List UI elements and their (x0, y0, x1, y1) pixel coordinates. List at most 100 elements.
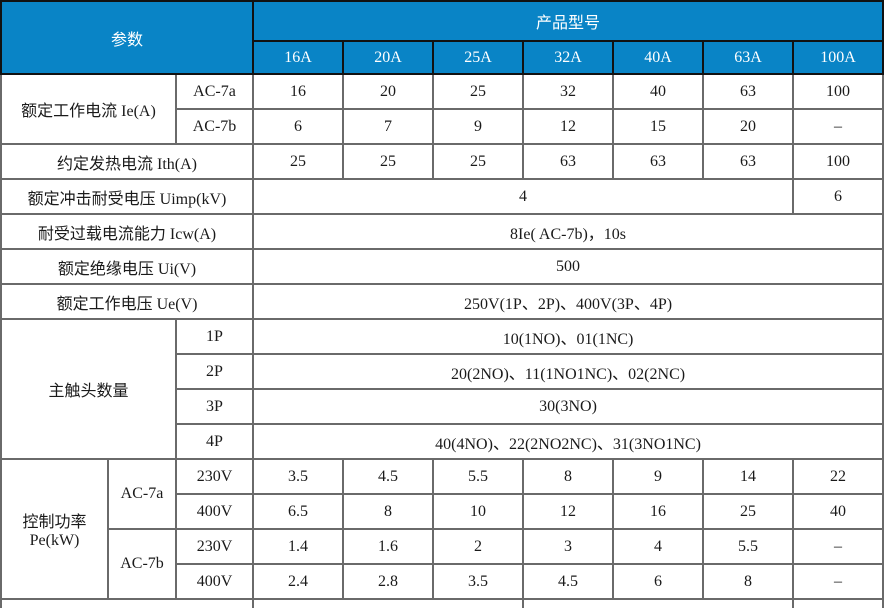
value-cell: 25 (702, 493, 795, 530)
value-cell: 500 (252, 248, 884, 285)
value-cell: 30(3NO) (252, 388, 884, 425)
value-cell: 22 (792, 458, 884, 495)
value-cell: 32 (522, 73, 615, 110)
sub-label-1p: 1P (174, 318, 255, 355)
sub-label-400v: 400V (174, 563, 255, 600)
value-cell: 40 (612, 73, 705, 110)
table-row: 额定绝缘电压 Ui(V) 500 (0, 248, 884, 285)
value-cell: 2.8 (342, 563, 435, 600)
value-cell: 20 (342, 73, 435, 110)
value-cell: 63 (702, 143, 795, 180)
row-label-insulation-voltage: 额定绝缘电压 Ui(V) (0, 248, 255, 285)
header-cell-model-25a: 25A (432, 40, 525, 75)
sub-label-4p: 4P (174, 423, 255, 460)
sub-label-400v: 400V (174, 493, 255, 530)
value-cell: 6 (792, 178, 884, 215)
table-row: 400V 6.5 8 10 12 16 25 40 (1, 493, 884, 530)
value-cell: 4 (252, 178, 795, 215)
sub-label-2p: 2P (174, 353, 255, 390)
value-cell (252, 598, 525, 608)
header-cell-model-40a: 40A (612, 40, 705, 75)
value-cell: 6.5 (252, 493, 345, 530)
value-cell: 25 (432, 143, 525, 180)
header-cell-model-16a: 16A (252, 40, 345, 75)
header-cell-model-63a: 63A (702, 40, 795, 75)
header-cell-model-32a: 32A (522, 40, 615, 75)
value-cell: 25 (432, 73, 525, 110)
value-cell: 3.5 (252, 458, 345, 495)
table-row-partial (0, 598, 884, 608)
value-cell: 20 (702, 108, 795, 145)
sub-label-230v: 230V (174, 458, 255, 495)
table-row: 3P 30(3NO) (1, 388, 884, 425)
value-cell: – (792, 563, 884, 600)
table-row: AC-7b 230V 1.4 1.6 2 3 4 5.5 – (1, 528, 884, 600)
value-cell: 4.5 (522, 563, 615, 600)
value-cell: 25 (342, 143, 435, 180)
table-row: 控制功率 Pe(kW) AC-7a 230V 3.5 4.5 5.5 8 9 1… (0, 458, 884, 600)
table-row: 参数 产品型号 (0, 0, 884, 75)
header-cell-model-100a: 100A (792, 40, 884, 75)
sub-label-ac7a: AC-7a (107, 458, 177, 530)
value-cell: – (792, 528, 884, 565)
header-cell-param: 参数 (0, 0, 255, 75)
table-row: 耐受过载电流能力 Icw(A) 8Ie( AC-7b)，10s (0, 213, 884, 250)
value-cell: 250V(1P、2P)、400V(3P、4P) (252, 283, 884, 320)
value-cell: 3.5 (432, 563, 525, 600)
value-cell: 100 (792, 73, 884, 110)
table-row: 主触头数量 1P 10(1NO)、01(1NC) (0, 318, 884, 460)
value-cell: 8 (342, 493, 435, 530)
value-cell: 63 (702, 73, 795, 110)
table-row: 额定工作电压 Ue(V) 250V(1P、2P)、400V(3P、4P) (0, 283, 884, 320)
value-cell: 9 (432, 108, 525, 145)
value-cell: 4 (612, 528, 705, 565)
value-cell: 9 (612, 458, 705, 495)
sub-label-ac7a: AC-7a (174, 73, 255, 110)
value-cell: 1.6 (342, 528, 435, 565)
row-label-impulse-voltage: 额定冲击耐受电压 Uimp(kV) (0, 178, 255, 215)
value-cell: 2 (432, 528, 525, 565)
value-cell: 40 (792, 493, 884, 530)
table-row: 2P 20(2NO)、11(1NO1NC)、02(2NC) (1, 353, 884, 390)
value-cell (522, 598, 795, 608)
sub-label-ac7b: AC-7b (107, 528, 177, 600)
value-cell: 7 (342, 108, 435, 145)
value-cell: 10 (432, 493, 525, 530)
table-row: 额定工作电流 Ie(A) AC-7a 16 20 25 32 40 63 100 (0, 73, 884, 145)
value-cell: 16 (252, 73, 345, 110)
sub-label-230v: 230V (174, 528, 255, 565)
row-label-control-power: 控制功率 Pe(kW) (0, 458, 109, 600)
value-cell (0, 598, 255, 608)
value-cell: 25 (252, 143, 345, 180)
table-row: 4P 40(4NO)、22(2NO2NC)、31(3NO1NC) (1, 423, 884, 460)
value-cell: 8Ie( AC-7b)，10s (252, 213, 884, 250)
value-cell: 12 (522, 108, 615, 145)
value-cell: 2.4 (252, 563, 345, 600)
value-cell: – (792, 108, 884, 145)
value-cell: 40(4NO)、22(2NO2NC)、31(3NO1NC) (252, 423, 884, 460)
row-label-rated-current: 额定工作电流 Ie(A) (0, 73, 177, 145)
value-cell: 5.5 (432, 458, 525, 495)
value-cell: 8 (522, 458, 615, 495)
value-cell: 10(1NO)、01(1NC) (252, 318, 884, 355)
value-cell: 8 (702, 563, 795, 600)
table-row: 额定冲击耐受电压 Uimp(kV) 4 6 (0, 178, 884, 215)
table-row: 400V 2.4 2.8 3.5 4.5 6 8 – (1, 563, 884, 600)
sub-label-ac7b: AC-7b (174, 108, 255, 145)
value-cell: 3 (522, 528, 615, 565)
value-cell (792, 598, 884, 608)
value-cell: 14 (702, 458, 795, 495)
row-label-working-voltage: 额定工作电压 Ue(V) (0, 283, 255, 320)
value-cell: 1.4 (252, 528, 345, 565)
header-cell-product-model: 产品型号 (252, 0, 884, 42)
header-cell-model-20a: 20A (342, 40, 435, 75)
value-cell: 20(2NO)、11(1NO1NC)、02(2NC) (252, 353, 884, 390)
value-cell: 16 (612, 493, 705, 530)
row-label-overload-capacity: 耐受过载电流能力 Icw(A) (0, 213, 255, 250)
value-cell: 4.5 (342, 458, 435, 495)
value-cell: 63 (612, 143, 705, 180)
table-row: 16A 20A 25A 32A 40A 63A 100A (1, 40, 884, 75)
value-cell: 100 (792, 143, 884, 180)
